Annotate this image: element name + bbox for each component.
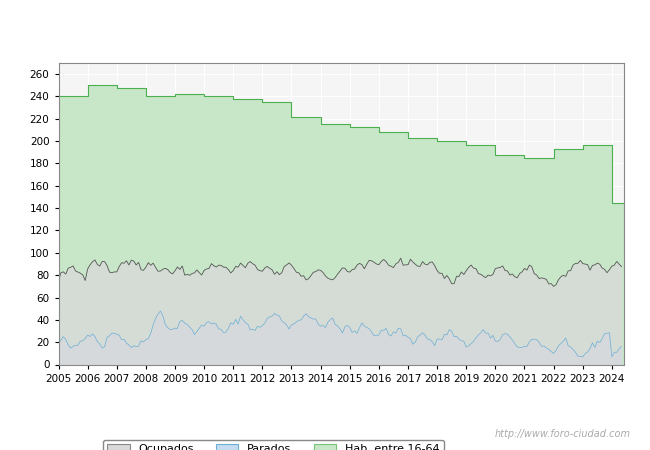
Text: http://www.foro-ciudad.com: http://www.foro-ciudad.com xyxy=(495,429,630,439)
Text: Castillonroy - Evolucion de la poblacion en edad de Trabajar Mayo de 2024: Castillonroy - Evolucion de la poblacion… xyxy=(46,20,605,33)
Legend: Ocupados, Parados, Hab. entre 16-64: Ocupados, Parados, Hab. entre 16-64 xyxy=(103,440,444,450)
